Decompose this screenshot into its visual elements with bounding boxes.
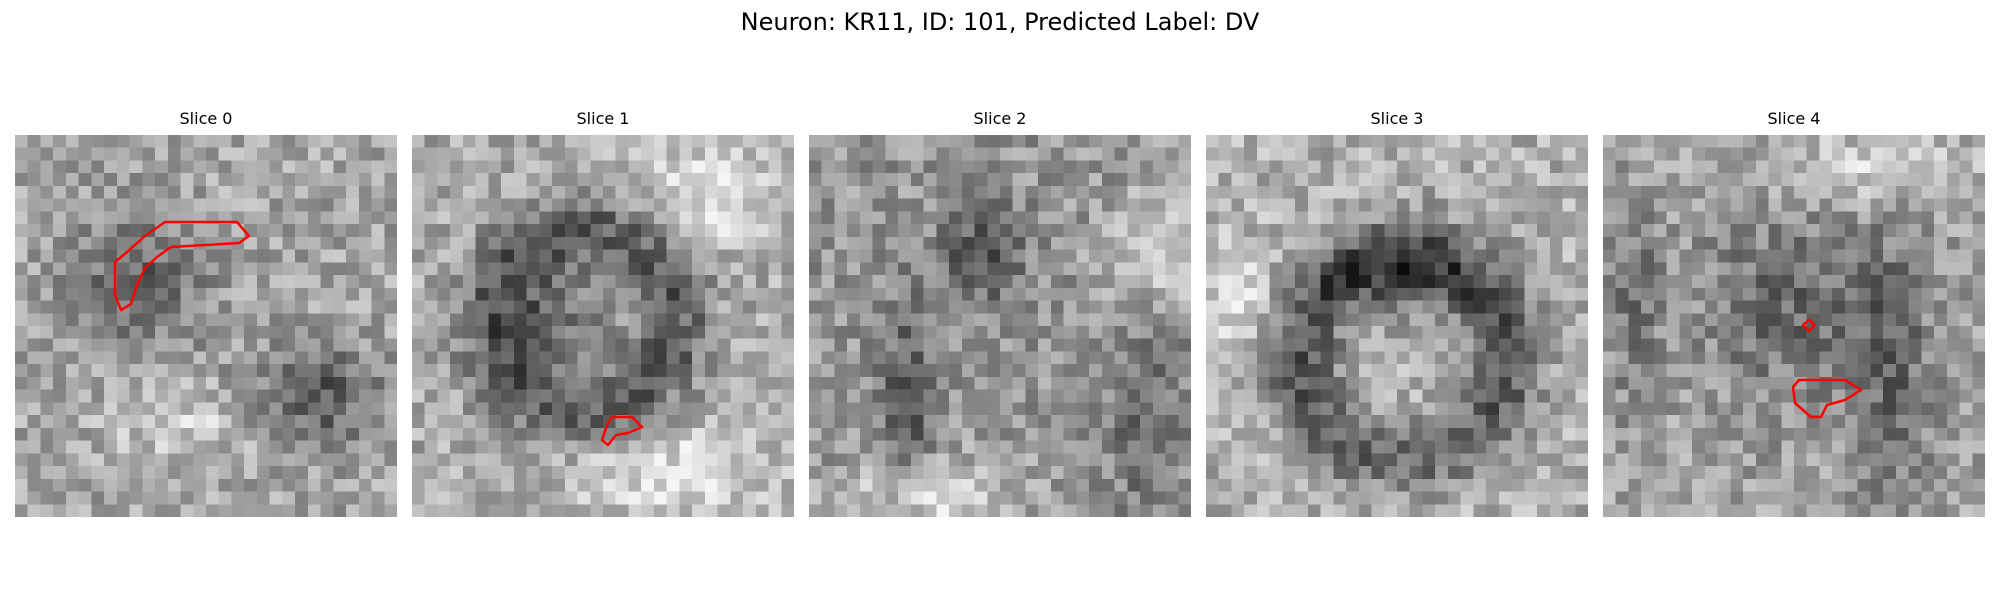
- slice-panel-3: Slice 3: [1206, 108, 1588, 517]
- roi-contour: [1803, 320, 1815, 331]
- slice-image: [809, 135, 1191, 517]
- figure-title: Neuron: KR11, ID: 101, Predicted Label: …: [0, 6, 2000, 38]
- roi-contour-overlay: [1603, 135, 1985, 517]
- roi-contour-overlay: [412, 135, 794, 517]
- roi-contour-overlay: [15, 135, 397, 517]
- slice-image: [1206, 135, 1588, 517]
- slice-title: Slice 1: [412, 108, 794, 130]
- slice-panel-0: Slice 0: [15, 108, 397, 517]
- roi-contour: [602, 417, 642, 445]
- slice-title: Slice 4: [1603, 108, 1985, 130]
- roi-contour: [1793, 380, 1861, 417]
- slice-panel-1: Slice 1: [412, 108, 794, 517]
- roi-contour: [115, 222, 249, 310]
- slice-panel-2: Slice 2: [809, 108, 1191, 517]
- slice-panel-4: Slice 4: [1603, 108, 1985, 517]
- slice-title: Slice 0: [15, 108, 397, 130]
- slice-title: Slice 3: [1206, 108, 1588, 130]
- slice-title: Slice 2: [809, 108, 1191, 130]
